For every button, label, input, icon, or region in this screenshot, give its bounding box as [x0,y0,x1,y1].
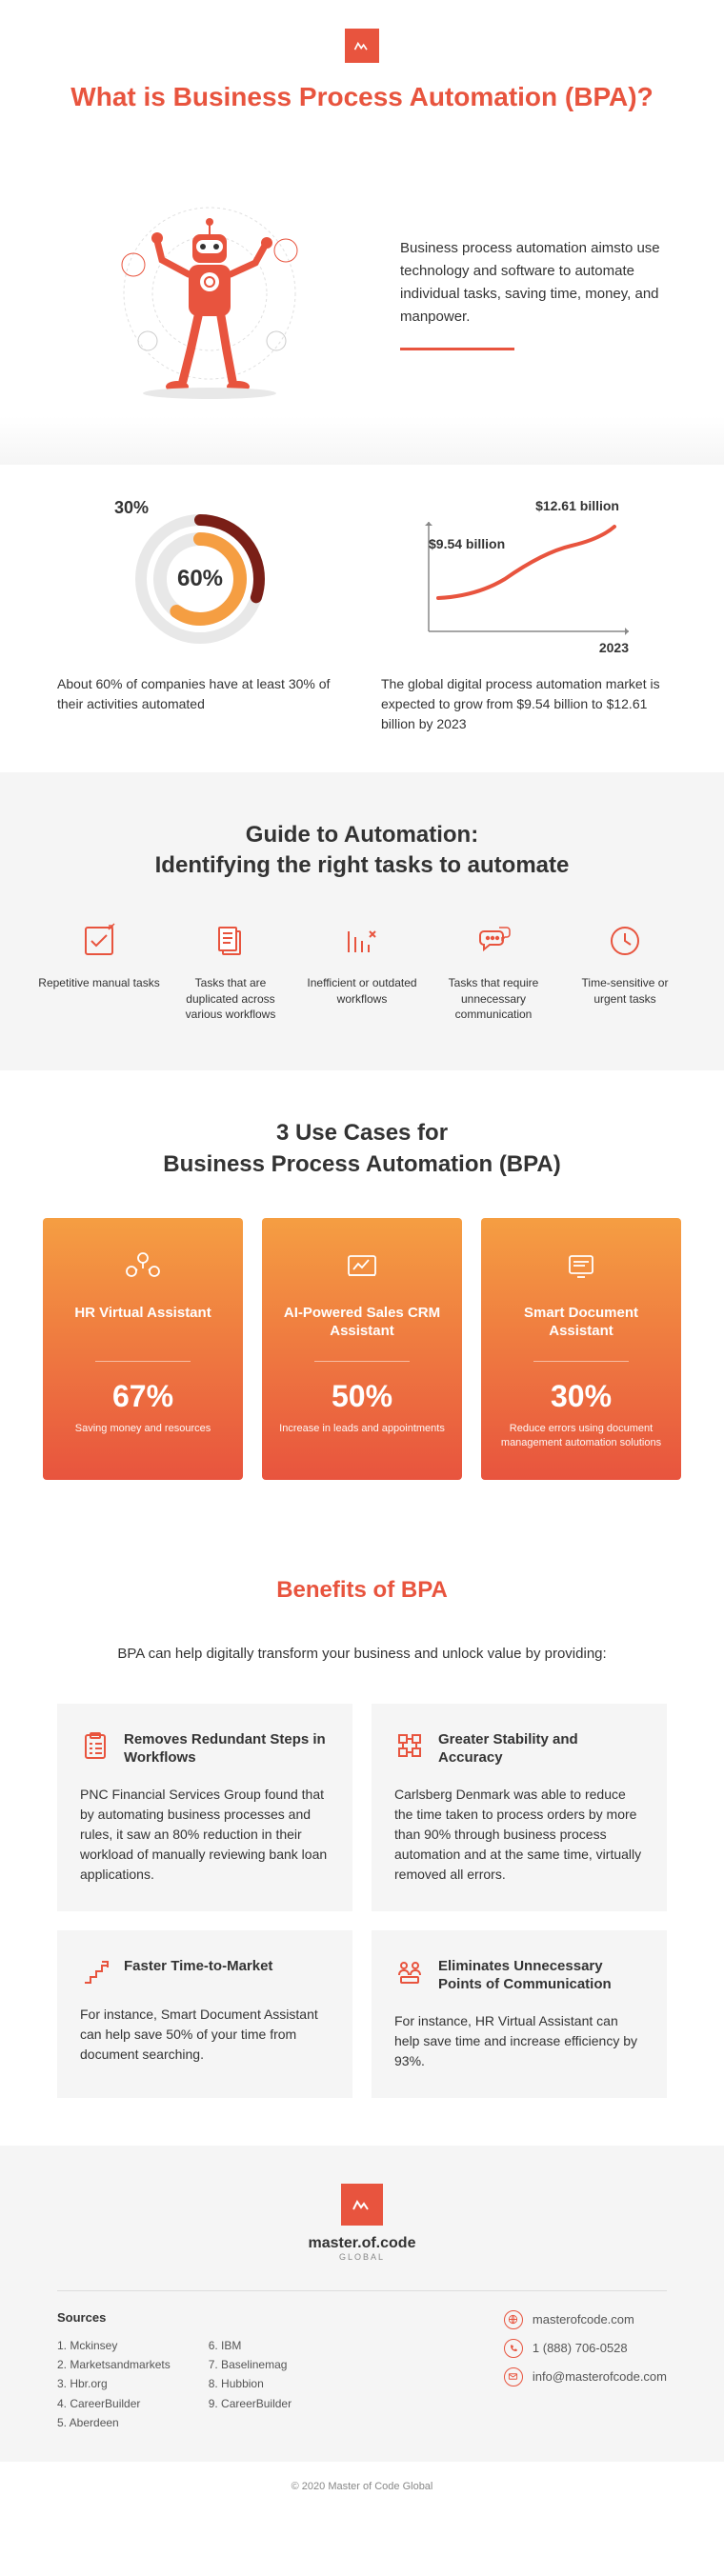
usecase-desc: Reduce errors using document management … [496,1422,666,1451]
usecase-icon [341,1247,383,1288]
contacts: masterofcode.com 1 (888) 706-0528 info@m… [504,2310,667,2433]
task-item: Tasks that require unnecessary communica… [432,920,554,1023]
usecase-card: Smart Document Assistant 30% Reduce errors… [481,1218,681,1480]
logo-icon [345,29,379,63]
mail-icon [504,2367,523,2386]
task-item: Tasks that are duplicated across various… [170,920,292,1023]
usecase-icon [122,1247,164,1288]
task-item: Time-sensitive or urgent tasks [564,920,686,1023]
phone-icon [504,2339,523,2358]
page-title: What is Business Process Automation (BPA… [0,82,724,141]
benefit-icon [394,1730,425,1761]
footer-brand-sub: GLOBAL [57,2252,667,2262]
benefit-title: Removes Redundant Steps in Workflows [124,1730,330,1767]
usecases-title: 3 Use Cases forBusiness Process Automati… [38,1118,686,1180]
task-icon [210,920,251,962]
task-icon [473,920,514,962]
usecase-stat: 30% [496,1379,666,1414]
task-item: Repetitive manual tasks [38,920,160,1023]
donut-inner-label: 60% [177,566,223,592]
benefit-text: For instance, HR Virtual Assistant can h… [394,2011,644,2071]
usecase-card: AI-Powered Sales CRM Assistant 50% Increas… [262,1218,462,1480]
usecase-card: HR Virtual Assistant 67% Saving money and … [43,1218,243,1480]
usecase-desc: Saving money and resources [58,1422,228,1436]
benefits-section: Benefits of BPA BPA can help digitally t… [0,1528,724,2146]
guide-section: Guide to Automation:Identifying the righ… [0,772,724,1070]
benefit-title: Eliminates Unnecessary Points of Communi… [438,1957,644,1994]
hero-illustration [57,160,362,427]
benefit-icon [80,1957,111,1987]
contact-email-text: info@masterofcode.com [533,2369,667,2384]
line-stat: $9.54 billion $12.61 billion 2023 The gl… [381,503,667,734]
line-end-label: $12.61 billion [535,498,619,513]
sources: Sources 1. Mckinsey2. Marketsandmarkets3… [57,2310,466,2433]
usecase-stat: 50% [277,1379,447,1414]
task-icon [341,920,383,962]
task-icon [78,920,120,962]
sources-column: 6. IBM7. Baselinemag8. Hubbion9. CareerB… [209,2336,292,2433]
line-start-label: $9.54 billion [429,536,505,551]
sources-heading: Sources [57,2310,466,2325]
copyright: © 2020 Master of Code Global [0,2462,724,2511]
globe-icon [504,2310,523,2329]
divider [400,348,514,350]
usecase-stat: 67% [58,1379,228,1414]
contact-phone: 1 (888) 706-0528 [504,2339,667,2358]
usecase-title: AI-Powered Sales CRM Assistant [277,1304,447,1342]
line-year-label: 2023 [599,640,629,655]
benefits-title: Benefits of BPA [57,1575,667,1606]
contact-phone-text: 1 (888) 706-0528 [533,2341,628,2355]
benefit-text: Carlsberg Denmark was able to reduce the… [394,1785,644,1885]
footer-brand: master.of.code [57,2235,667,2252]
donut-stat: 30% 60% About 60% of companies have at l… [57,503,343,734]
benefit-item: Faster Time-to-Market For instance, Smart… [57,1930,352,2098]
usecases-section: 3 Use Cases forBusiness Process Automati… [0,1070,724,1528]
benefit-item: Greater Stability and Accuracy Carlsberg … [372,1704,667,1911]
task-label: Time-sensitive or urgent tasks [564,975,686,1008]
task-label: Tasks that require unnecessary communica… [432,975,554,1023]
task-item: Inefficient or outdated workflows [301,920,423,1023]
donut-outer-label: 30% [114,498,149,518]
benefit-title: Greater Stability and Accuracy [438,1730,644,1767]
header-logo [0,0,724,82]
footer: master.of.code GLOBAL Sources 1. Mckinse… [0,2146,724,2462]
benefits-subtitle: BPA can help digitally transform your bu… [57,1644,667,1666]
hero-description: Business process automation aimsto use t… [400,237,667,329]
contact-web: masterofcode.com [504,2310,667,2329]
benefit-icon [80,1730,111,1761]
benefit-text: PNC Financial Services Group found that … [80,1785,330,1885]
donut-caption: About 60% of companies have at least 30%… [57,674,343,714]
task-icon [604,920,646,962]
usecase-title: Smart Document Assistant [496,1304,666,1342]
contact-email: info@masterofcode.com [504,2367,667,2386]
benefit-item: Eliminates Unnecessary Points of Communi… [372,1930,667,2098]
footer-logo-icon [341,2184,383,2226]
task-label: Repetitive manual tasks [38,975,160,991]
sources-column: 1. Mckinsey2. Marketsandmarkets3. Hbr.or… [57,2336,171,2433]
benefit-item: Removes Redundant Steps in Workflows PNC … [57,1704,352,1911]
line-caption: The global digital process automation ma… [381,674,667,734]
task-label: Tasks that are duplicated across various… [170,975,292,1023]
usecase-title: HR Virtual Assistant [58,1304,228,1342]
usecase-desc: Increase in leads and appointments [277,1422,447,1436]
contact-web-text: masterofcode.com [533,2312,634,2326]
task-label: Inefficient or outdated workflows [301,975,423,1008]
benefit-icon [394,1957,425,1987]
stats-section: 30% 60% About 60% of companies have at l… [0,465,724,772]
benefit-text: For instance, Smart Document Assistant c… [80,2005,330,2065]
guide-title: Guide to Automation:Identifying the righ… [38,820,686,882]
benefit-title: Faster Time-to-Market [124,1957,272,1976]
hero-section: Business process automation aimsto use t… [0,141,724,465]
usecase-icon [560,1247,602,1288]
